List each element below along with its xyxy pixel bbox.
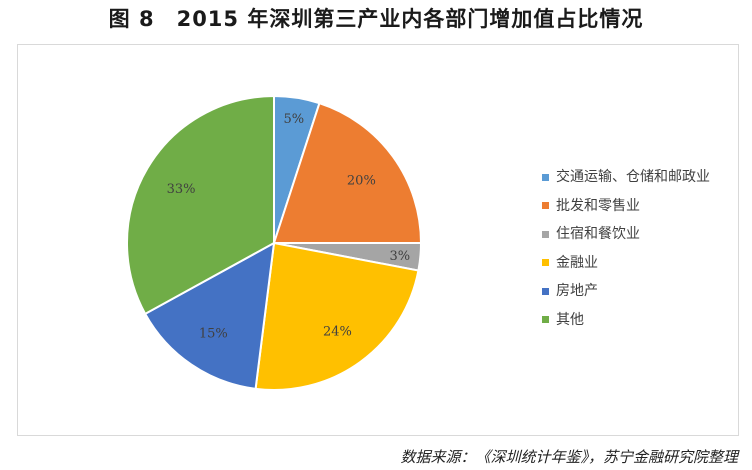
pie-slice-4 xyxy=(143,241,276,390)
pie-slice-1 xyxy=(272,101,423,244)
legend-item-5: 其他 xyxy=(542,306,742,335)
legend-label: 房地产 xyxy=(556,283,598,299)
legend-swatch xyxy=(542,287,549,295)
legend-swatch xyxy=(542,259,549,267)
legend-swatch xyxy=(542,230,549,238)
legend-label: 交通运输、仓储和邮政业 xyxy=(556,169,710,185)
legend-label: 金融业 xyxy=(556,254,598,271)
legend-item-0: 交通运输、仓储和邮政业 xyxy=(542,163,742,192)
pie-label-2: 3% xyxy=(390,249,411,264)
pie-label-5: 33% xyxy=(167,182,196,197)
legend-item-4: 房地产 xyxy=(542,277,742,306)
legend-item-3: 金融业 xyxy=(542,249,742,278)
pie-slice-5 xyxy=(126,94,275,316)
pie-slice-3 xyxy=(254,241,420,391)
source-note: 数据来源：《深圳统计年鉴》，苏宁金融研究院整理 xyxy=(400,448,738,466)
pie-chart: 5% 20% 3% 24% 15% 33% xyxy=(126,94,423,391)
chart-legend: 交通运输、仓储和邮政业 批发和零售业 住宿和餐饮业 金融业房地产其他 xyxy=(542,163,742,334)
legend-label: 住宿和餐饮业 xyxy=(556,226,640,242)
pie-label-3: 24% xyxy=(323,324,352,339)
legend-swatch xyxy=(542,202,549,210)
legend-swatch xyxy=(542,173,549,181)
pie-label-0: 5% xyxy=(283,112,304,127)
pie-label-4: 15% xyxy=(199,326,228,341)
legend-item-1: 批发和零售业 xyxy=(542,192,742,221)
chart-frame: 5% 20% 3% 24% 15% 33% 交通运输、仓储和邮政业 批发和零售业 住宿和餐饮业… xyxy=(17,44,739,436)
pie-label-1: 20% xyxy=(347,174,376,189)
legend-item-2: 住宿和餐饮业 xyxy=(542,220,742,249)
chart-title: 图 8 2015 年深圳第三产业内各部门增加值占比情况 xyxy=(108,7,644,31)
legend-swatch xyxy=(542,316,549,324)
legend-label: 批发和零售业 xyxy=(556,197,640,214)
legend-label: 其他 xyxy=(556,311,584,328)
